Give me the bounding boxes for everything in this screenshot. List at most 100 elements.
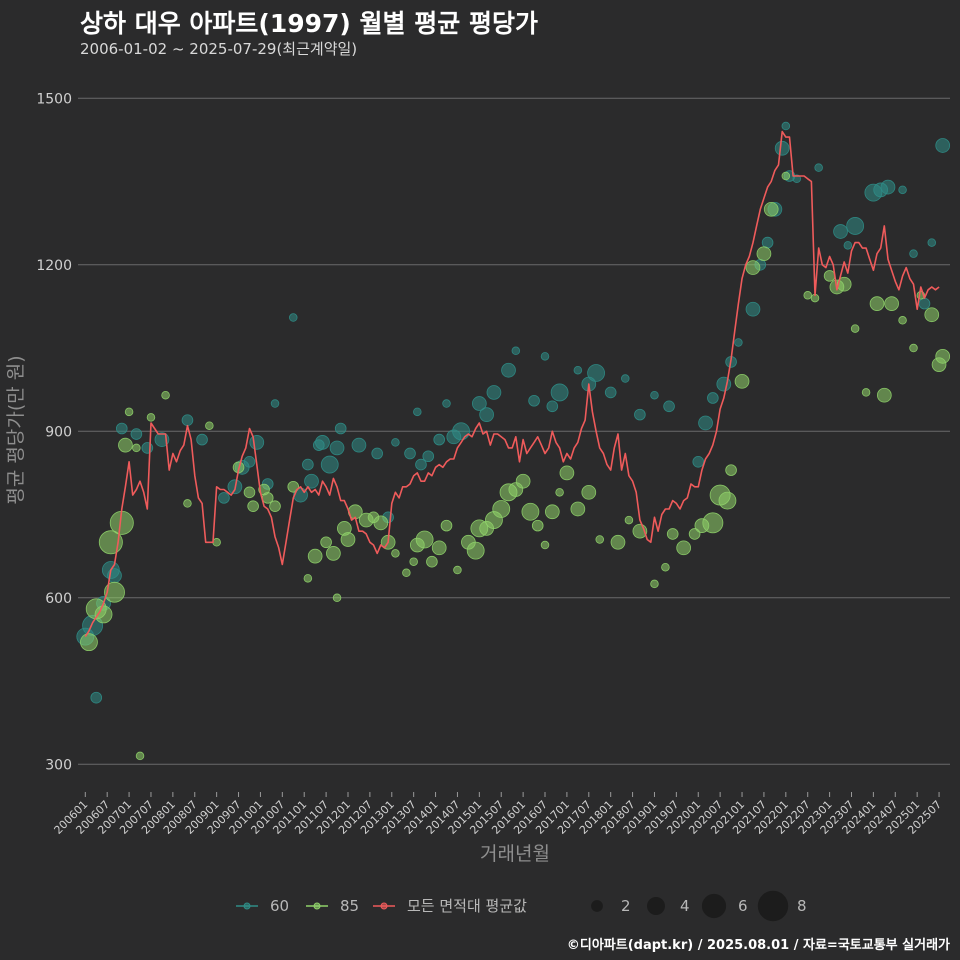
scatter-point-85 (650, 579, 659, 589)
scatter-point-60 (833, 224, 848, 239)
scatter-point-60 (846, 217, 865, 235)
scatter-point-85 (540, 540, 550, 550)
scatter-point-85 (340, 532, 356, 547)
scatter-point-60 (698, 415, 713, 431)
scatter-point-85 (898, 316, 907, 325)
scatter-point-85 (718, 491, 737, 510)
scatter-point-85 (803, 291, 812, 300)
legend-label: 85 (340, 897, 359, 915)
scatter-point-85 (94, 605, 113, 624)
scatter-point-85 (861, 388, 871, 397)
legend-dot-icon (380, 902, 388, 910)
scatter-point-60 (329, 440, 345, 456)
scatter-point-60 (270, 399, 280, 408)
scatter-point-85 (570, 501, 586, 517)
y-tick-label: 600 (45, 591, 72, 607)
scatter-point-60 (371, 447, 383, 460)
scatter-point-85 (466, 541, 485, 560)
legend-dot-icon (243, 902, 251, 910)
scatter-point-60 (351, 437, 367, 453)
legend-size-label: 2 (621, 897, 631, 915)
scatter-point-85 (146, 413, 156, 422)
scatter-point-85 (763, 201, 779, 217)
scatter-point-60 (218, 492, 230, 504)
scatter-point-85 (531, 519, 544, 532)
scatter-point-60 (486, 385, 502, 400)
y-tick-label: 1200 (36, 258, 72, 274)
scatter-point-60 (918, 297, 931, 310)
legend-label: 60 (270, 897, 289, 915)
scatter-point-60 (415, 458, 427, 471)
scatter-point-85 (876, 387, 892, 403)
source-caption: ©디아파트(dapt.kr) / 2025.08.01 / 자료=국토교통부 실… (566, 938, 950, 953)
scatter-point-60 (650, 390, 659, 400)
scatter-point-60 (909, 249, 918, 258)
scatter-point-60 (391, 438, 400, 447)
scatter-point-60 (898, 185, 907, 195)
scatter-point-60 (304, 473, 319, 489)
scatter-point-60 (320, 455, 339, 474)
legend-size-icon (591, 900, 603, 912)
scatter-point-60 (422, 450, 435, 463)
scatter-point-85 (307, 548, 323, 564)
scatter-point-85 (303, 574, 313, 583)
x-axis-ticks: 2006012006072007012007072008012008072009… (52, 792, 944, 837)
legend-dot-icon (313, 902, 321, 910)
scatter-point-60 (181, 414, 194, 426)
legend-size-icon (647, 897, 665, 915)
scatter-point-60 (511, 346, 521, 356)
scatter-point-85 (924, 307, 940, 323)
scatter-point-85 (869, 296, 885, 311)
scatter-point-60 (573, 365, 583, 375)
scatter-point-85 (492, 500, 511, 518)
scatter-point-85 (823, 270, 836, 282)
scatter-point-85 (320, 536, 332, 549)
scatter-point-85 (544, 504, 560, 520)
scatter-point-60 (334, 422, 347, 435)
scatter-point-85 (440, 519, 453, 532)
scatter-point-60 (663, 400, 675, 413)
scatter-point-85 (409, 557, 418, 566)
y-tick-label: 300 (45, 757, 72, 773)
scatter-point-85 (521, 502, 540, 521)
scatter-point-85 (415, 530, 434, 549)
scatter-point-60 (90, 691, 103, 704)
chart-title: 상하 대우 아파트(1997) 월별 평균 평당가 (80, 9, 538, 38)
scatter-point-60 (315, 435, 330, 450)
scatter-point-85 (745, 260, 761, 275)
scatter-point-85 (702, 512, 724, 534)
scatter-point-85 (581, 484, 597, 500)
scatter-point-60 (716, 376, 732, 392)
scatter-point-60 (528, 394, 540, 407)
scatter-point-60 (471, 396, 487, 411)
scatter-point-85 (124, 407, 134, 417)
scatter-point-60 (745, 301, 761, 317)
scatter-point-85 (676, 540, 692, 556)
chart-subtitle: 2006-01-02 ~ 2025-07-29(최근계약일) (80, 40, 358, 58)
scatter-point-85 (205, 421, 214, 430)
scatter-point-60 (935, 138, 951, 153)
scatter-point-85 (559, 465, 575, 481)
scatter-point-85 (332, 593, 342, 603)
average-line-layer (84, 130, 940, 638)
scatter-point-85 (555, 488, 564, 497)
legend-label: 모든 면적대 평균값 (407, 897, 527, 915)
scatter-points (76, 121, 951, 761)
scatter-point-60 (814, 163, 823, 172)
scatter-point-85 (373, 515, 389, 531)
legend-size-icon (757, 890, 789, 922)
scatter-point-85 (453, 565, 462, 575)
scatter-point-60 (927, 238, 937, 247)
scatter-point-85 (287, 480, 300, 493)
scatter-point-60 (115, 422, 128, 435)
scatter-point-60 (880, 179, 896, 195)
scatter-point-85 (725, 464, 737, 476)
y-tick-label: 900 (45, 424, 72, 440)
scatter-point-60 (413, 407, 422, 417)
scatter-point-85 (756, 246, 772, 262)
scatter-point-60 (843, 241, 853, 250)
scatter-point-85 (247, 500, 259, 512)
scatter-point-85 (624, 515, 634, 525)
scatter-point-85 (734, 373, 750, 389)
